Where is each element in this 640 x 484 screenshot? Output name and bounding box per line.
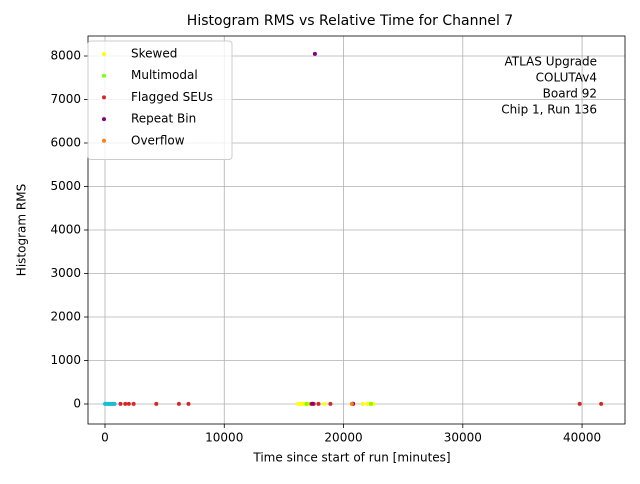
y-tick-label: 0 <box>73 396 81 410</box>
annotation: Chip 1, Run 136 <box>501 103 597 117</box>
point <box>349 401 354 406</box>
point <box>599 401 604 406</box>
annotation: Board 92 <box>543 87 597 101</box>
legend-label: Flagged SEUs <box>131 90 213 104</box>
legend-marker <box>102 138 106 143</box>
y-tick-label: 1000 <box>50 353 81 367</box>
point <box>154 401 159 406</box>
y-tick-label: 7000 <box>50 92 81 106</box>
annotation: ATLAS Upgrade <box>504 55 597 69</box>
legend-marker <box>102 95 106 100</box>
y-tick-label: 3000 <box>50 266 81 280</box>
y-axis-label: Histogram RMS <box>15 184 29 276</box>
plot-frame <box>87 35 626 425</box>
point <box>126 401 131 406</box>
legend-label: Repeat Bin <box>131 112 196 126</box>
legend-label: Overflow <box>131 133 185 147</box>
point <box>360 401 365 406</box>
x-tick-label: 10000 <box>205 431 243 445</box>
point <box>368 401 373 406</box>
x-tick-label: 30000 <box>444 431 482 445</box>
annotation: COLUTAv4 <box>536 71 597 85</box>
x-axis-label: Time since start of run [minutes] <box>252 451 450 465</box>
legend-marker <box>102 73 106 78</box>
point <box>310 401 315 406</box>
legend-box <box>87 40 233 160</box>
point <box>316 401 321 406</box>
x-tick-label: 40000 <box>563 431 601 445</box>
y-tick-label: 4000 <box>50 223 81 237</box>
point <box>186 401 191 406</box>
point <box>112 401 117 406</box>
y-tick-label: 5000 <box>50 179 81 193</box>
point <box>304 401 309 406</box>
y-tick-label: 8000 <box>50 49 81 63</box>
point <box>312 51 317 56</box>
legend-label: Skewed <box>131 47 177 61</box>
chart-title: Histogram RMS vs Relative Time for Chann… <box>187 13 513 29</box>
y-tick-label: 6000 <box>50 136 81 150</box>
point <box>118 401 123 406</box>
point <box>176 401 181 406</box>
legend-label: Multimodal <box>131 68 198 82</box>
point <box>322 401 327 406</box>
legend-marker <box>102 117 106 122</box>
point <box>123 401 128 406</box>
x-tick-label: 20000 <box>324 431 362 445</box>
point <box>131 401 136 406</box>
point <box>328 401 333 406</box>
x-tick-label: 0 <box>101 431 109 445</box>
point <box>577 401 582 406</box>
legend-marker <box>102 52 106 56</box>
y-tick-label: 2000 <box>50 309 81 323</box>
